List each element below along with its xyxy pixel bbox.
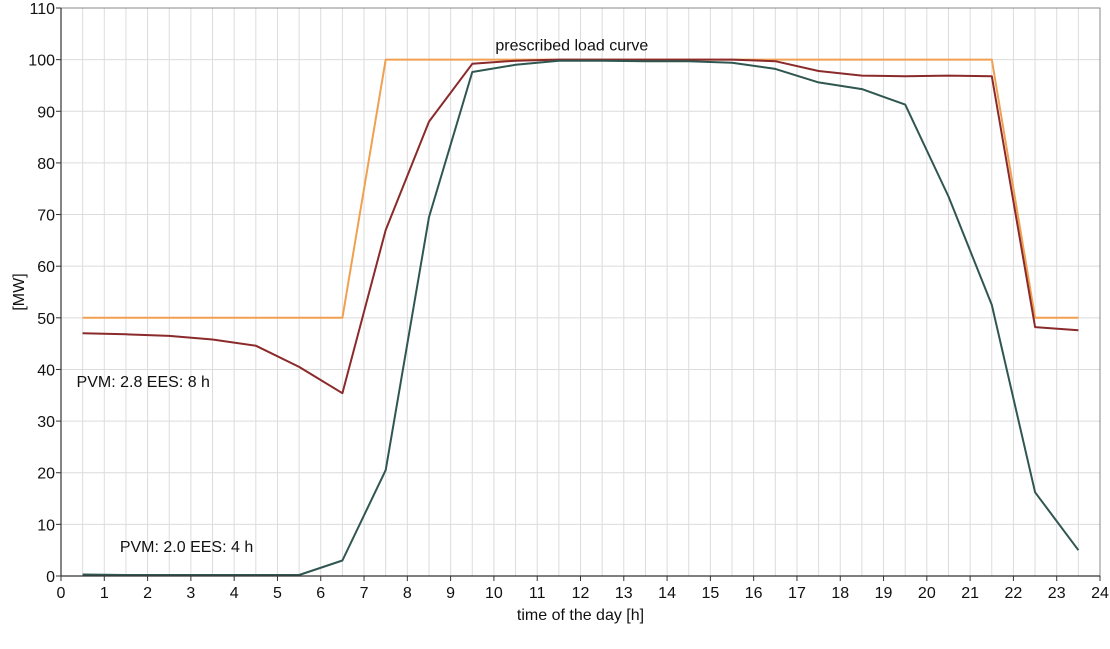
y-tick-label: 60 (37, 259, 55, 276)
grid (60, 7, 1101, 577)
annotation-label: prescribed load curve (495, 37, 648, 54)
x-tick-label: 0 (57, 585, 66, 602)
x-tick-label: 17 (788, 585, 806, 602)
y-tick-label: 30 (37, 414, 55, 431)
x-axis-label: time of the day [h] (517, 607, 644, 624)
x-tick-label: 12 (572, 585, 590, 602)
y-tick-label: 50 (37, 311, 55, 328)
y-tick-label: 90 (37, 104, 55, 121)
x-tick-label: 13 (615, 585, 633, 602)
x-tick-label: 6 (316, 585, 325, 602)
x-tick-label: 21 (961, 585, 979, 602)
series-line-3 (82, 59, 1080, 576)
x-tick-label: 16 (745, 585, 763, 602)
x-tick-label: 24 (1091, 585, 1109, 602)
x-tick-label: 8 (403, 585, 412, 602)
y-axis-label: [MW] (11, 273, 28, 310)
x-tick-label: 20 (918, 585, 936, 602)
annotation-label: PVM: 2.8 EES: 8 h (77, 374, 210, 391)
x-tick-label: 5 (273, 585, 282, 602)
y-tick-label: 100 (28, 53, 55, 70)
x-tick-label: 14 (658, 585, 676, 602)
x-tick-label: 11 (529, 585, 546, 602)
annotations: prescribed load curve PVM: 2.8 EES: 8 h PV… (77, 37, 649, 556)
y-tick-label: 40 (37, 362, 55, 379)
y-tick-label: 10 (37, 517, 55, 534)
x-tick-label: 15 (701, 585, 719, 602)
series-line-2 (82, 58, 1079, 395)
y-axis-ticks: 0 10 20 30 40 50 60 70 80 90 100 110 (28, 1, 62, 586)
y-tick-label: 80 (37, 156, 55, 173)
x-tick-label: 4 (230, 585, 239, 602)
x-tick-label: 2 (143, 585, 152, 602)
x-tick-label: 22 (1005, 585, 1023, 602)
x-tick-label: 19 (875, 585, 893, 602)
x-tick-label: 7 (360, 585, 369, 602)
y-tick-label: 20 (37, 466, 55, 483)
x-tick-label: 1 (100, 585, 109, 602)
x-tick-label: 3 (186, 585, 195, 602)
x-tick-label: 23 (1048, 585, 1066, 602)
annotation-label: PVM: 2.0 EES: 4 h (120, 539, 253, 556)
x-tick-label: 18 (831, 585, 849, 602)
x-tick-label: 9 (446, 585, 455, 602)
y-tick-label: 70 (37, 208, 55, 225)
x-tick-label: 10 (485, 585, 503, 602)
y-tick-label: 0 (46, 569, 55, 586)
y-tick-label: 110 (29, 1, 55, 18)
x-axis-ticks: 0 1 2 3 4 5 6 7 8 9 10 11 12 13 14 15 16 17 18 19 20 21 22 23 24 (57, 575, 1109, 602)
series-group (82, 58, 1080, 576)
